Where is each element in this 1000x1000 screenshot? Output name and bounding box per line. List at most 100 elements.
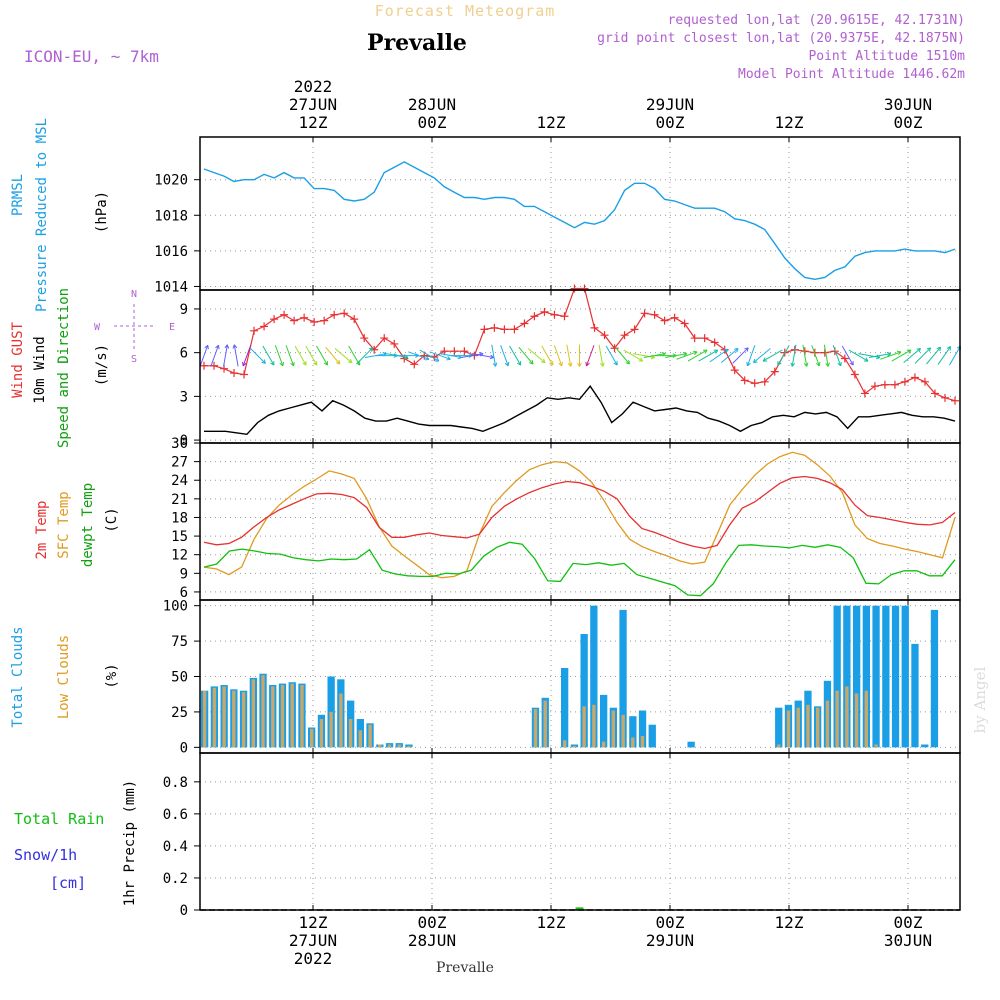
wind-arrow [698, 349, 719, 362]
temp-unit: (C) [104, 507, 120, 532]
wind-arrow [605, 345, 618, 366]
bottom-year-label: 2022 [294, 949, 333, 968]
low-cloud-bar [387, 744, 392, 748]
wind-arrow [823, 344, 829, 367]
wind-arrow [325, 346, 341, 365]
wind-arrow-head [567, 362, 573, 367]
wind-arrow [518, 346, 534, 365]
wind-arrow [802, 344, 808, 367]
pressure-label-2: Pressure Reduced to MSL [34, 118, 50, 312]
gust-marker [890, 380, 899, 389]
total-cloud-bar [580, 634, 588, 748]
gust-marker [880, 380, 889, 389]
wind-10m-line [204, 385, 956, 436]
low-cloud-bar [533, 709, 538, 748]
total-cloud-bar [872, 605, 880, 748]
wind-arrow [566, 344, 572, 367]
wind-arrow [210, 345, 219, 367]
wind-arrow-head [224, 344, 230, 349]
gust-label: Wind GUST [10, 322, 26, 398]
wind-arrow-head [825, 362, 830, 367]
gust-marker [480, 325, 489, 334]
gust-marker [770, 367, 779, 376]
low-cloud-bar [358, 730, 362, 748]
y-tick-label: 0.8 [163, 775, 188, 791]
total-cloud-bar [561, 668, 569, 748]
total-cloud-bar [638, 710, 647, 748]
wind-arrow-head [290, 361, 295, 367]
wind-arrow [305, 345, 318, 366]
sfc-temp-label: SFC Temp [56, 491, 72, 558]
wind-arrow [294, 345, 307, 366]
gust-marker [490, 323, 499, 332]
wind-arrow [491, 344, 497, 367]
y-tick-label: 75 [171, 634, 188, 650]
low-cloud-bar [271, 686, 275, 748]
precip-unit: 1hr Precip (mm) [122, 780, 138, 906]
wind-arrow [233, 344, 239, 367]
y-tick-label: 9 [180, 566, 188, 582]
compass-e: E [169, 322, 175, 333]
low-clouds-label: Low Clouds [56, 635, 72, 719]
snow-label: Snow/1h [14, 846, 77, 864]
gust-marker [630, 325, 639, 334]
gust-marker [340, 309, 349, 318]
bottom-time-label: 12Z [775, 913, 804, 932]
wind-arrow [841, 345, 854, 366]
y-tick-label: 0 [180, 740, 188, 756]
top-time-label: 00Z [656, 113, 685, 132]
low-cloud-bar [786, 710, 791, 748]
low-cloud-bar [329, 711, 333, 748]
gust-marker [590, 323, 599, 332]
wind-arrow-head [837, 361, 842, 367]
gust-marker [360, 334, 369, 343]
gust-marker [650, 310, 659, 319]
wind-arrow-head [752, 358, 758, 364]
wind-arrow-head [803, 362, 809, 367]
gust-marker [330, 310, 339, 319]
gust-marker [350, 315, 359, 324]
wind-arrow-head [446, 356, 451, 361]
gust-marker [951, 396, 959, 405]
low-cloud-bar [241, 692, 246, 748]
gust-marker [450, 347, 459, 356]
top-date-label: 28JUN [408, 95, 456, 114]
low-cloud-bar [621, 714, 625, 748]
wind-arrow [223, 344, 228, 367]
gust-marker [520, 319, 529, 328]
wind-arrow-head [489, 354, 495, 360]
top-year-label: 2022 [294, 77, 333, 96]
gust-marker [620, 331, 629, 340]
gust-marker [850, 370, 859, 379]
bottom-time-label: 00Z [418, 913, 447, 932]
wind-arrow-head [723, 348, 729, 354]
y-tick-label: 24 [171, 473, 188, 489]
top-time-label: 12Z [537, 113, 566, 132]
grid-point-coords: grid point closest lon,lat (20.9375E, 42… [597, 31, 965, 46]
wind-arrow-head [906, 349, 912, 354]
wind-arrow [937, 346, 951, 365]
wind-arrow [356, 347, 374, 364]
gust-marker [700, 334, 709, 343]
temp-2m-label: 2m Temp [34, 500, 50, 559]
gust-marker [270, 315, 279, 324]
wind-arrow [408, 351, 430, 360]
top-date-label: 29JUN [646, 95, 694, 114]
low-cloud-bar [845, 686, 849, 748]
wind-arrow-head [323, 361, 329, 366]
low-cloud-bar [640, 736, 645, 748]
wind-arrow-head [762, 357, 768, 362]
gust-marker [460, 347, 469, 356]
gust-marker [740, 376, 749, 385]
gust-marker [900, 377, 909, 386]
y-tick-label: 15 [171, 529, 188, 545]
wind-arrow [509, 345, 522, 366]
wind-arrow [334, 348, 353, 364]
total-cloud-bar [843, 605, 851, 748]
wind-arrow-head [368, 347, 374, 352]
wind-arrow-head [313, 361, 318, 366]
low-cloud-bar [825, 700, 830, 748]
wind-arrow-head [613, 361, 618, 366]
low-cloud-bar [835, 690, 839, 748]
wind-arrow-head [504, 361, 510, 367]
